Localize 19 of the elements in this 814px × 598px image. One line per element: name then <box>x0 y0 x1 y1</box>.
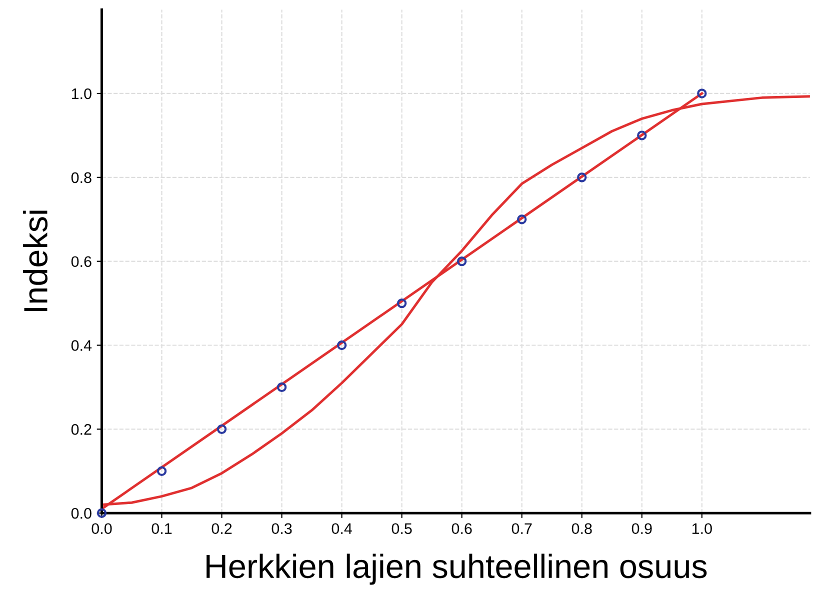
y-tick-label: 0.2 <box>71 424 92 435</box>
x-tick-label: 1.0 <box>692 523 712 534</box>
y-tick-label: 0.8 <box>71 172 92 184</box>
x-axis-title: Herkkien lajien suhteellinen osuus <box>206 554 707 585</box>
y-tick-label: 1.0 <box>72 88 92 100</box>
x-tick-label: 0.8 <box>572 523 592 534</box>
x-tick-label: 0.3 <box>272 523 292 534</box>
x-tick-label: 0.7 <box>512 523 532 534</box>
x-tick-label: 0.6 <box>452 523 472 534</box>
x-tick-label: 0.5 <box>392 523 412 534</box>
x-tick-label: 0.1 <box>152 523 172 534</box>
y-tick-label: 0.4 <box>71 340 92 351</box>
x-tick-label: 0.2 <box>212 523 232 534</box>
y-tick-label: 0.0 <box>71 508 92 519</box>
y-axis-title: Indeksi <box>23 210 48 312</box>
x-tick-label: 0.0 <box>92 523 112 534</box>
y-tick-label: 0.6 <box>71 256 92 268</box>
x-tick-label: 0.9 <box>632 523 652 534</box>
x-tick-label: 0.4 <box>332 523 352 534</box>
